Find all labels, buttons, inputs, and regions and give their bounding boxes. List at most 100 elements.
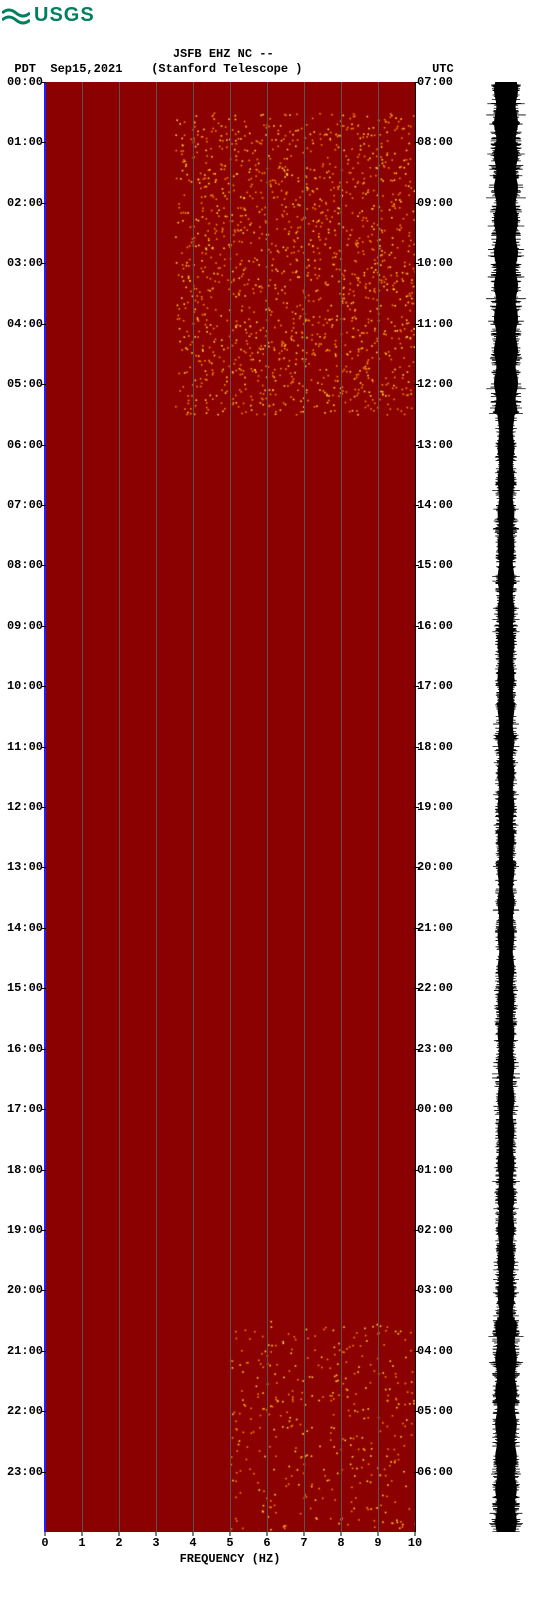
spectrogram-gridline [341,82,342,1532]
utc-tick-mark [414,988,419,989]
utc-tick-label: 09:00 [417,196,453,210]
pdt-tick-mark [41,384,46,385]
utc-tick-label: 00:00 [417,1102,453,1116]
pdt-tick-mark [41,142,46,143]
pdt-tick-mark [41,445,46,446]
utc-tick-label: 22:00 [417,981,453,995]
pdt-tick-mark [41,263,46,264]
spectrogram-panel [45,82,415,1532]
pdt-tick-label: 20:00 [7,1283,43,1297]
utc-tick-label: 06:00 [417,1465,453,1479]
freq-tick-label: 0 [41,1536,48,1550]
utc-tick-label: 14:00 [417,498,453,512]
spectrogram-gridline [378,82,379,1532]
pdt-tick-label: 23:00 [7,1465,43,1479]
pdt-tick-mark [41,747,46,748]
utc-tick-mark [414,142,419,143]
left-time-axis-pdt: 00:0001:0002:0003:0004:0005:0006:0007:00… [0,82,45,1532]
utc-tick-label: 11:00 [417,317,453,331]
utc-tick-label: 17:00 [417,679,453,693]
utc-tick-mark [414,1351,419,1352]
utc-tick-mark [414,747,419,748]
utc-tick-label: 19:00 [417,800,453,814]
utc-tick-mark [414,686,419,687]
usgs-logo: USGS [2,4,95,27]
pdt-tick-label: 15:00 [7,981,43,995]
spectrogram-gridline [230,82,231,1532]
freq-tick-label: 3 [152,1536,159,1550]
plot-header: JSFB EHZ NC -- PDT Sep15,2021 (Stanford … [0,41,552,81]
utc-tick-mark [414,324,419,325]
utc-tick-label: 15:00 [417,558,453,572]
pdt-tick-mark [41,505,46,506]
utc-tick-mark [414,505,419,506]
pdt-tick-label: 03:00 [7,256,43,270]
utc-tick-label: 18:00 [417,740,453,754]
freq-tick-label: 1 [78,1536,85,1550]
pdt-tick-label: 09:00 [7,619,43,633]
utc-tick-label: 02:00 [417,1223,453,1237]
usgs-logo-text: USGS [34,4,95,27]
pdt-tick-mark [41,1290,46,1291]
pdt-tick-mark [41,1411,46,1412]
freq-tick-label: 4 [189,1536,196,1550]
utc-tick-label: 08:00 [417,135,453,149]
utc-tick-mark [414,445,419,446]
right-time-axis-utc: 07:0008:0009:0010:0011:0012:0013:0014:00… [415,82,465,1532]
plot-area: 00:00 01:00 02:00 03:00 04:00 05:00 06:00 07:00… [0,82,552,1592]
freq-tick-label: 10 [408,1536,422,1550]
pdt-tick-mark [41,1472,46,1473]
freq-tick-label: 5 [226,1536,233,1550]
frequency-axis-label: FREQUENCY (HZ) [45,1552,415,1566]
utc-tick-mark [414,1230,419,1231]
utc-tick-mark [414,1472,419,1473]
spectrogram-gridline [82,82,83,1532]
utc-tick-mark [414,384,419,385]
spectrogram-gridline [156,82,157,1532]
utc-tick-mark [414,82,419,83]
utc-tick-mark [414,626,419,627]
utc-tick-mark [414,867,419,868]
utc-tick-mark [414,1290,419,1291]
pdt-tick-label: 08:00 [7,558,43,572]
pdt-tick-label: 06:00 [7,438,43,452]
pdt-tick-mark [41,1170,46,1171]
utc-tick-mark [414,928,419,929]
pdt-tick-mark [41,565,46,566]
utc-tick-label: 03:00 [417,1283,453,1297]
frequency-axis: FREQUENCY (HZ) 012345678910 [45,1532,415,1582]
utc-tick-label: 12:00 [417,377,453,391]
spectrogram-gridline [304,82,305,1532]
utc-tick-label: 05:00 [417,1404,453,1418]
utc-tick-label: 16:00 [417,619,453,633]
utc-tick-label: 04:00 [417,1344,453,1358]
utc-tick-label: 20:00 [417,860,453,874]
utc-tick-label: 13:00 [417,438,453,452]
spectrogram-gridline [119,82,120,1532]
utc-tick-label: 21:00 [417,921,453,935]
pdt-tick-label: 17:00 [7,1102,43,1116]
utc-tick-mark [414,1049,419,1050]
freq-tick-label: 8 [337,1536,344,1550]
pdt-tick-mark [41,1351,46,1352]
pdt-tick-mark [41,988,46,989]
pdt-tick-label: 22:00 [7,1404,43,1418]
pdt-tick-label: 07:00 [7,498,43,512]
pdt-tick-label: 21:00 [7,1344,43,1358]
pdt-tick-label: 19:00 [7,1223,43,1237]
utc-tick-mark [414,203,419,204]
pdt-tick-mark [41,82,46,83]
freq-tick-label: 2 [115,1536,122,1550]
pdt-tick-mark [41,203,46,204]
pdt-tick-label: 10:00 [7,679,43,693]
utc-tick-mark [414,263,419,264]
pdt-tick-mark [41,1049,46,1050]
spectrogram-gridline [267,82,268,1532]
utc-tick-label: 23:00 [417,1042,453,1056]
usgs-wave-icon [2,7,30,25]
utc-tick-mark [414,1170,419,1171]
pdt-tick-mark [41,626,46,627]
utc-tick-label: 01:00 [417,1163,453,1177]
pdt-tick-label: 16:00 [7,1042,43,1056]
pdt-tick-mark [41,807,46,808]
